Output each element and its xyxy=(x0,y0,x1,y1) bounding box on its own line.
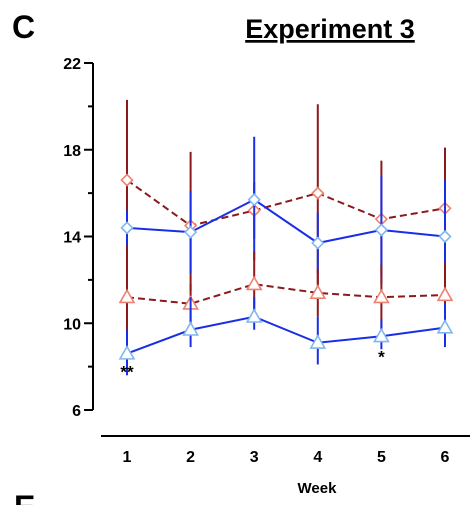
chart-title: Experiment 3 xyxy=(245,14,415,44)
data-point xyxy=(311,186,325,200)
x-tick-label: 6 xyxy=(441,449,450,466)
y-tick-label: 14 xyxy=(63,230,81,247)
data-point xyxy=(373,288,390,304)
data-point xyxy=(309,334,327,349)
data-point xyxy=(374,223,389,237)
data-point xyxy=(436,286,454,302)
data-point xyxy=(245,308,263,323)
data-point xyxy=(245,275,263,291)
y-tick-label: 18 xyxy=(63,143,81,160)
series-line xyxy=(126,315,446,355)
series-layer xyxy=(118,99,454,376)
y-tick-label: 6 xyxy=(72,403,81,420)
x-tick-label: 2 xyxy=(186,449,195,466)
y-axis: 6 10 14 18 22 xyxy=(63,56,94,420)
x-tick-label: 5 xyxy=(377,449,386,466)
significance-marker: * xyxy=(378,347,385,366)
series-line xyxy=(126,198,446,245)
y-tick-label: 22 xyxy=(63,56,81,73)
series-1 xyxy=(120,99,452,291)
x-axis-label: Week xyxy=(298,480,338,497)
series-4 xyxy=(118,297,454,376)
y-tick-label: 10 xyxy=(63,316,81,333)
annotations: *** xyxy=(120,347,385,381)
data-point xyxy=(373,327,390,343)
data-point xyxy=(438,229,452,244)
data-point xyxy=(120,221,134,235)
data-point xyxy=(118,345,136,360)
x-tick-label: 1 xyxy=(123,449,132,466)
data-point xyxy=(311,236,325,250)
series-line xyxy=(126,283,446,305)
data-point xyxy=(436,318,454,334)
significance-marker: ** xyxy=(120,362,134,381)
data-point xyxy=(247,192,261,207)
data-point xyxy=(182,321,199,336)
data-point xyxy=(118,288,136,304)
data-point xyxy=(309,284,327,299)
panel-letter: C xyxy=(12,9,35,45)
x-tick-label: 4 xyxy=(313,449,322,466)
next-panel-letter: E xyxy=(14,489,35,505)
data-point xyxy=(120,173,134,187)
x-axis: 1 2 3 4 5 6 xyxy=(101,435,470,466)
x-tick-label: 3 xyxy=(250,449,259,466)
series-2 xyxy=(120,136,452,293)
data-point xyxy=(183,225,198,239)
series-line xyxy=(126,179,446,227)
